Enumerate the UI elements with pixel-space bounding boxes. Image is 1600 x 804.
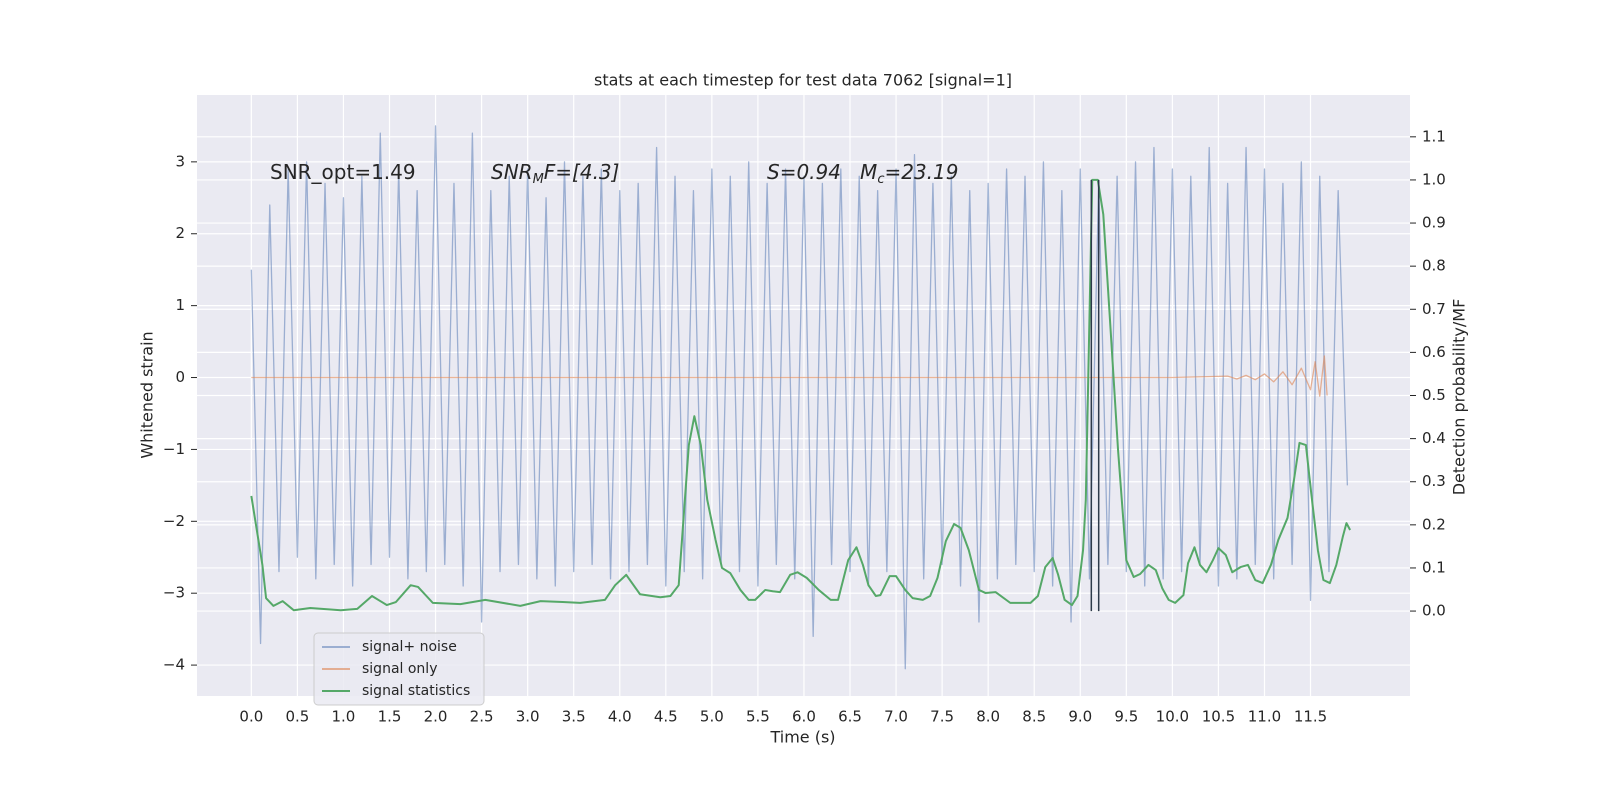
y2-tick-label: 0.6 [1422, 343, 1446, 361]
y-tick-label: −2 [163, 512, 185, 530]
y-axis-label: Whitened strain [138, 331, 157, 458]
x-tick-label: 1.5 [378, 708, 402, 726]
x-tick-label: 2.5 [470, 708, 494, 726]
y2-tick-label: 0.0 [1422, 602, 1446, 620]
x-tick-label: 9.0 [1068, 708, 1092, 726]
annotation-part: =23.19 [884, 160, 958, 184]
legend-label: signal+ noise [362, 639, 457, 655]
x-axis-label: Time (s) [769, 728, 835, 747]
y-tick-label: 0 [175, 368, 185, 386]
annotation: SNR_opt=1.49 [270, 160, 416, 184]
y2-tick-label: 0.3 [1422, 472, 1446, 490]
x-tick-label: 5.5 [746, 708, 770, 726]
y-tick-label: −4 [163, 656, 185, 674]
legend-label: signal statistics [362, 683, 470, 699]
y2-tick-label: 0.7 [1422, 300, 1446, 318]
y-tick-label: −1 [163, 440, 185, 458]
annotation-subscript: c [877, 172, 884, 187]
y2-tick-label: 1.0 [1422, 170, 1446, 188]
y2-tick-label: 0.5 [1422, 386, 1446, 404]
annotation-part: S=0.94 M [767, 160, 877, 184]
x-tick-label: 4.0 [608, 708, 632, 726]
x-tick-label: 2.0 [424, 708, 448, 726]
x-tick-label: 0.5 [285, 708, 309, 726]
x-tick-label: 11.0 [1248, 708, 1281, 726]
y2-tick-label: 0.2 [1422, 515, 1446, 533]
x-tick-label: 8.0 [976, 708, 1000, 726]
y-tick-label: 2 [175, 224, 185, 242]
x-tick-label: 6.5 [838, 708, 862, 726]
x-tick-label: 10.5 [1202, 708, 1235, 726]
x-tick-label: 3.5 [562, 708, 586, 726]
annotation-part: SNR [491, 160, 533, 184]
y2-tick-label: 0.1 [1422, 558, 1446, 576]
x-tick-label: 11.5 [1294, 708, 1327, 726]
annotation-subscript: M [533, 172, 544, 187]
y2-tick-label: 1.1 [1422, 127, 1446, 145]
annotation-part: F=[4.3] [544, 160, 620, 184]
y-tick-label: −3 [163, 584, 185, 602]
legend-label: signal only [362, 661, 437, 677]
y2-tick-label: 0.8 [1422, 257, 1446, 275]
x-tick-label: 4.5 [654, 708, 678, 726]
x-tick-label: 9.5 [1114, 708, 1138, 726]
x-tick-label: 5.0 [700, 708, 724, 726]
y-tick-label: 1 [175, 296, 185, 314]
x-tick-label: 7.5 [930, 708, 954, 726]
x-tick-label: 10.0 [1156, 708, 1189, 726]
y2-axis-label: Detection probability/MF [1450, 299, 1469, 496]
annotation: SNRMF=[4.3] [491, 160, 619, 187]
y2-tick-label: 0.4 [1422, 429, 1446, 447]
x-tick-label: 7.0 [884, 708, 908, 726]
x-tick-label: 6.0 [792, 708, 816, 726]
x-tick-label: 0.0 [239, 708, 263, 726]
chart-title: stats at each timestep for test data 706… [594, 71, 1012, 90]
series-line [250, 178, 1352, 612]
y2-tick-label: 0.9 [1422, 214, 1446, 232]
annotation-part: SNR_opt=1.49 [270, 160, 416, 184]
y-tick-label: 3 [175, 152, 185, 170]
x-tick-label: 8.5 [1022, 708, 1046, 726]
x-tick-label: 3.0 [516, 708, 540, 726]
legend-box [313, 632, 485, 706]
x-tick-label: 1.0 [332, 708, 356, 726]
annotation: S=0.94 Mc=23.19 [767, 160, 958, 187]
series-line [251, 355, 1328, 397]
